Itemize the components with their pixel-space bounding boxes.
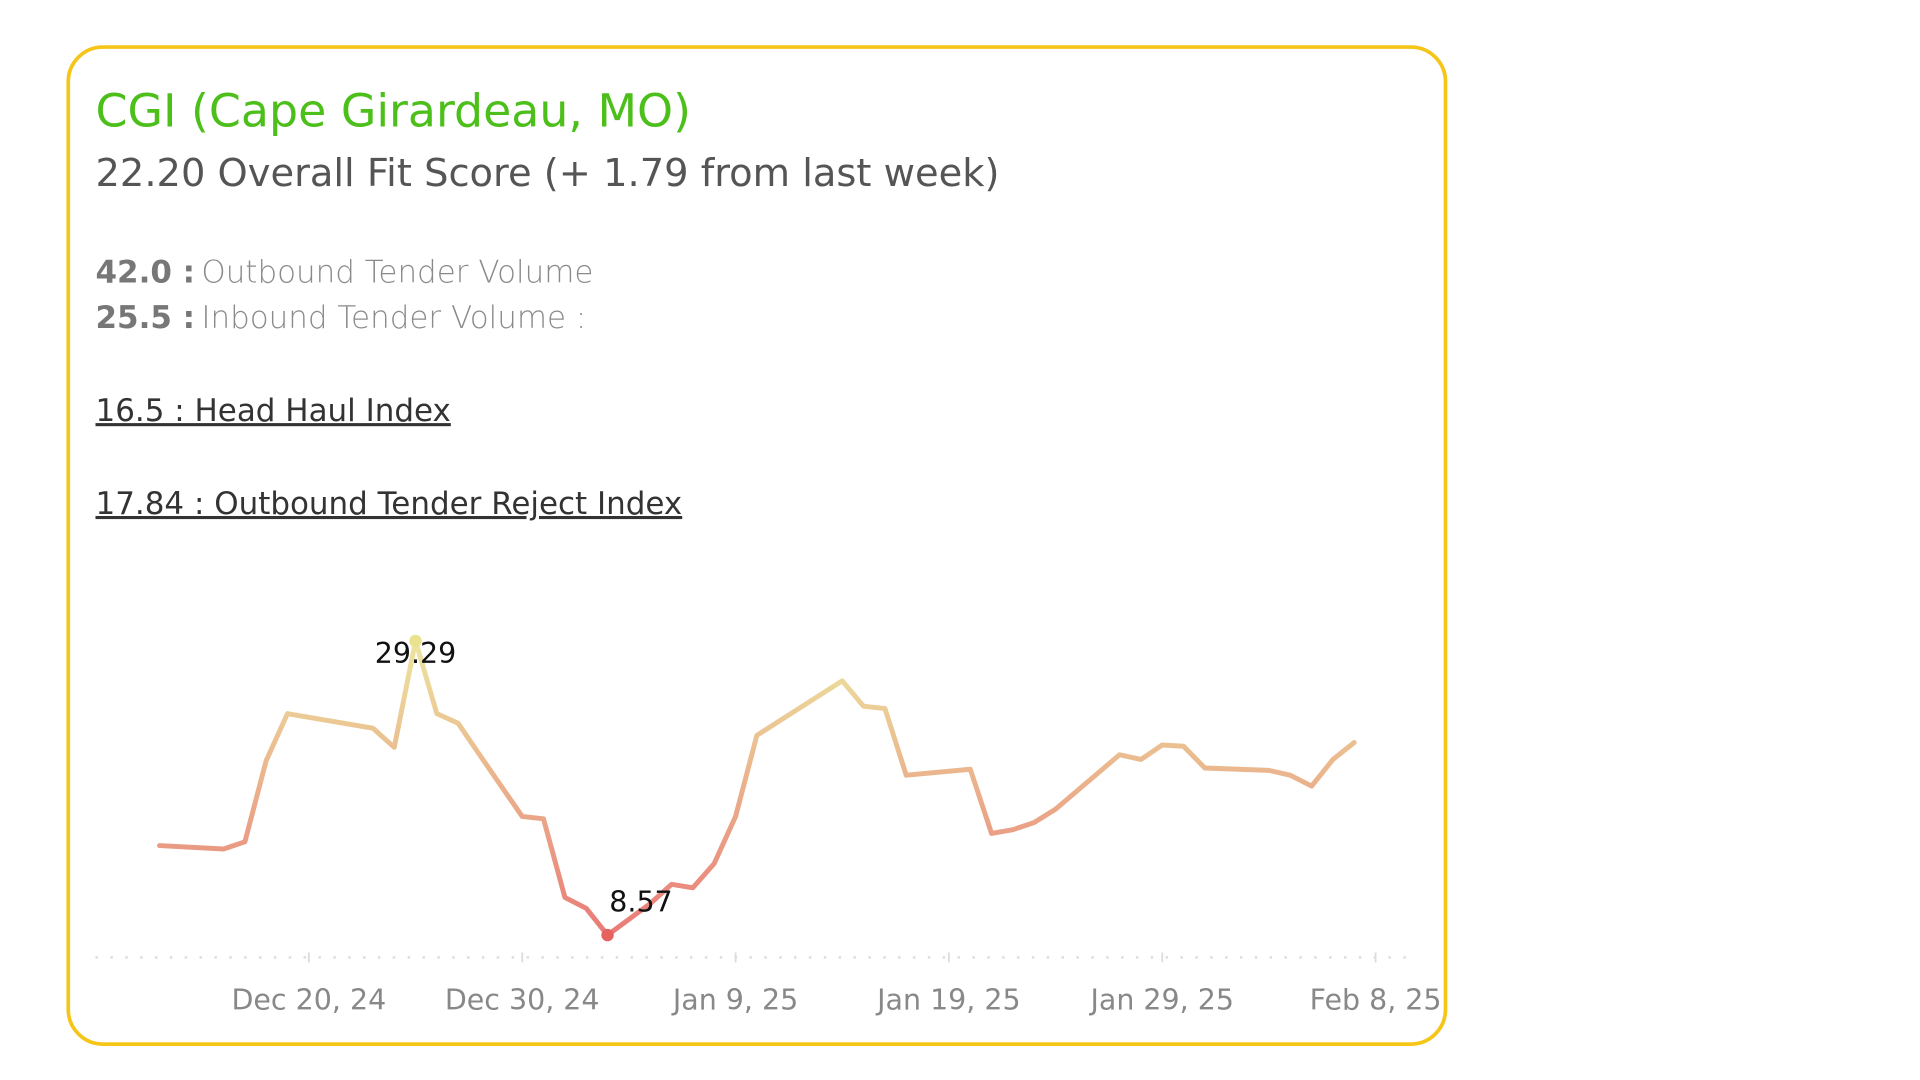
metric: 42.0 : Outbound Tender Volume bbox=[96, 254, 594, 290]
metric: 25.5 : Inbound Tender Volume : bbox=[96, 300, 587, 336]
metric-value: 25.5 : bbox=[96, 300, 196, 336]
point bbox=[409, 634, 422, 648]
metric-label: Inbound Tender Volume : bbox=[201, 300, 586, 336]
x-tick-label: Jan 19, 25 bbox=[875, 983, 1020, 1016]
data-label: 8.57 bbox=[609, 886, 672, 919]
metric-value: 42.0 : bbox=[96, 254, 196, 290]
line bbox=[157, 638, 1357, 938]
card-title: CGI (Cape Girardeau, MO) bbox=[96, 83, 691, 137]
card bbox=[66, 45, 1448, 1046]
metric-label: Outbound Tender Volume bbox=[201, 254, 593, 290]
x-tick-label: Dec 20, 24 bbox=[232, 983, 387, 1016]
x-tick-label: Feb 8, 25 bbox=[1310, 983, 1442, 1016]
link[interactable]: 17.84 : Outbound Tender Reject Index bbox=[96, 486, 683, 522]
point bbox=[601, 928, 614, 942]
x-tick-label: Dec 30, 24 bbox=[445, 983, 600, 1016]
x-tick-label: Jan 29, 25 bbox=[1088, 983, 1233, 1016]
link[interactable]: 16.5 : Head Haul Index bbox=[96, 393, 451, 429]
x-tick-label: Jan 9, 25 bbox=[671, 983, 798, 1016]
data-label: 29.29 bbox=[375, 637, 457, 670]
card-subtitle: 22.20 Overall Fit Score (+ 1.79 from las… bbox=[96, 151, 1000, 196]
